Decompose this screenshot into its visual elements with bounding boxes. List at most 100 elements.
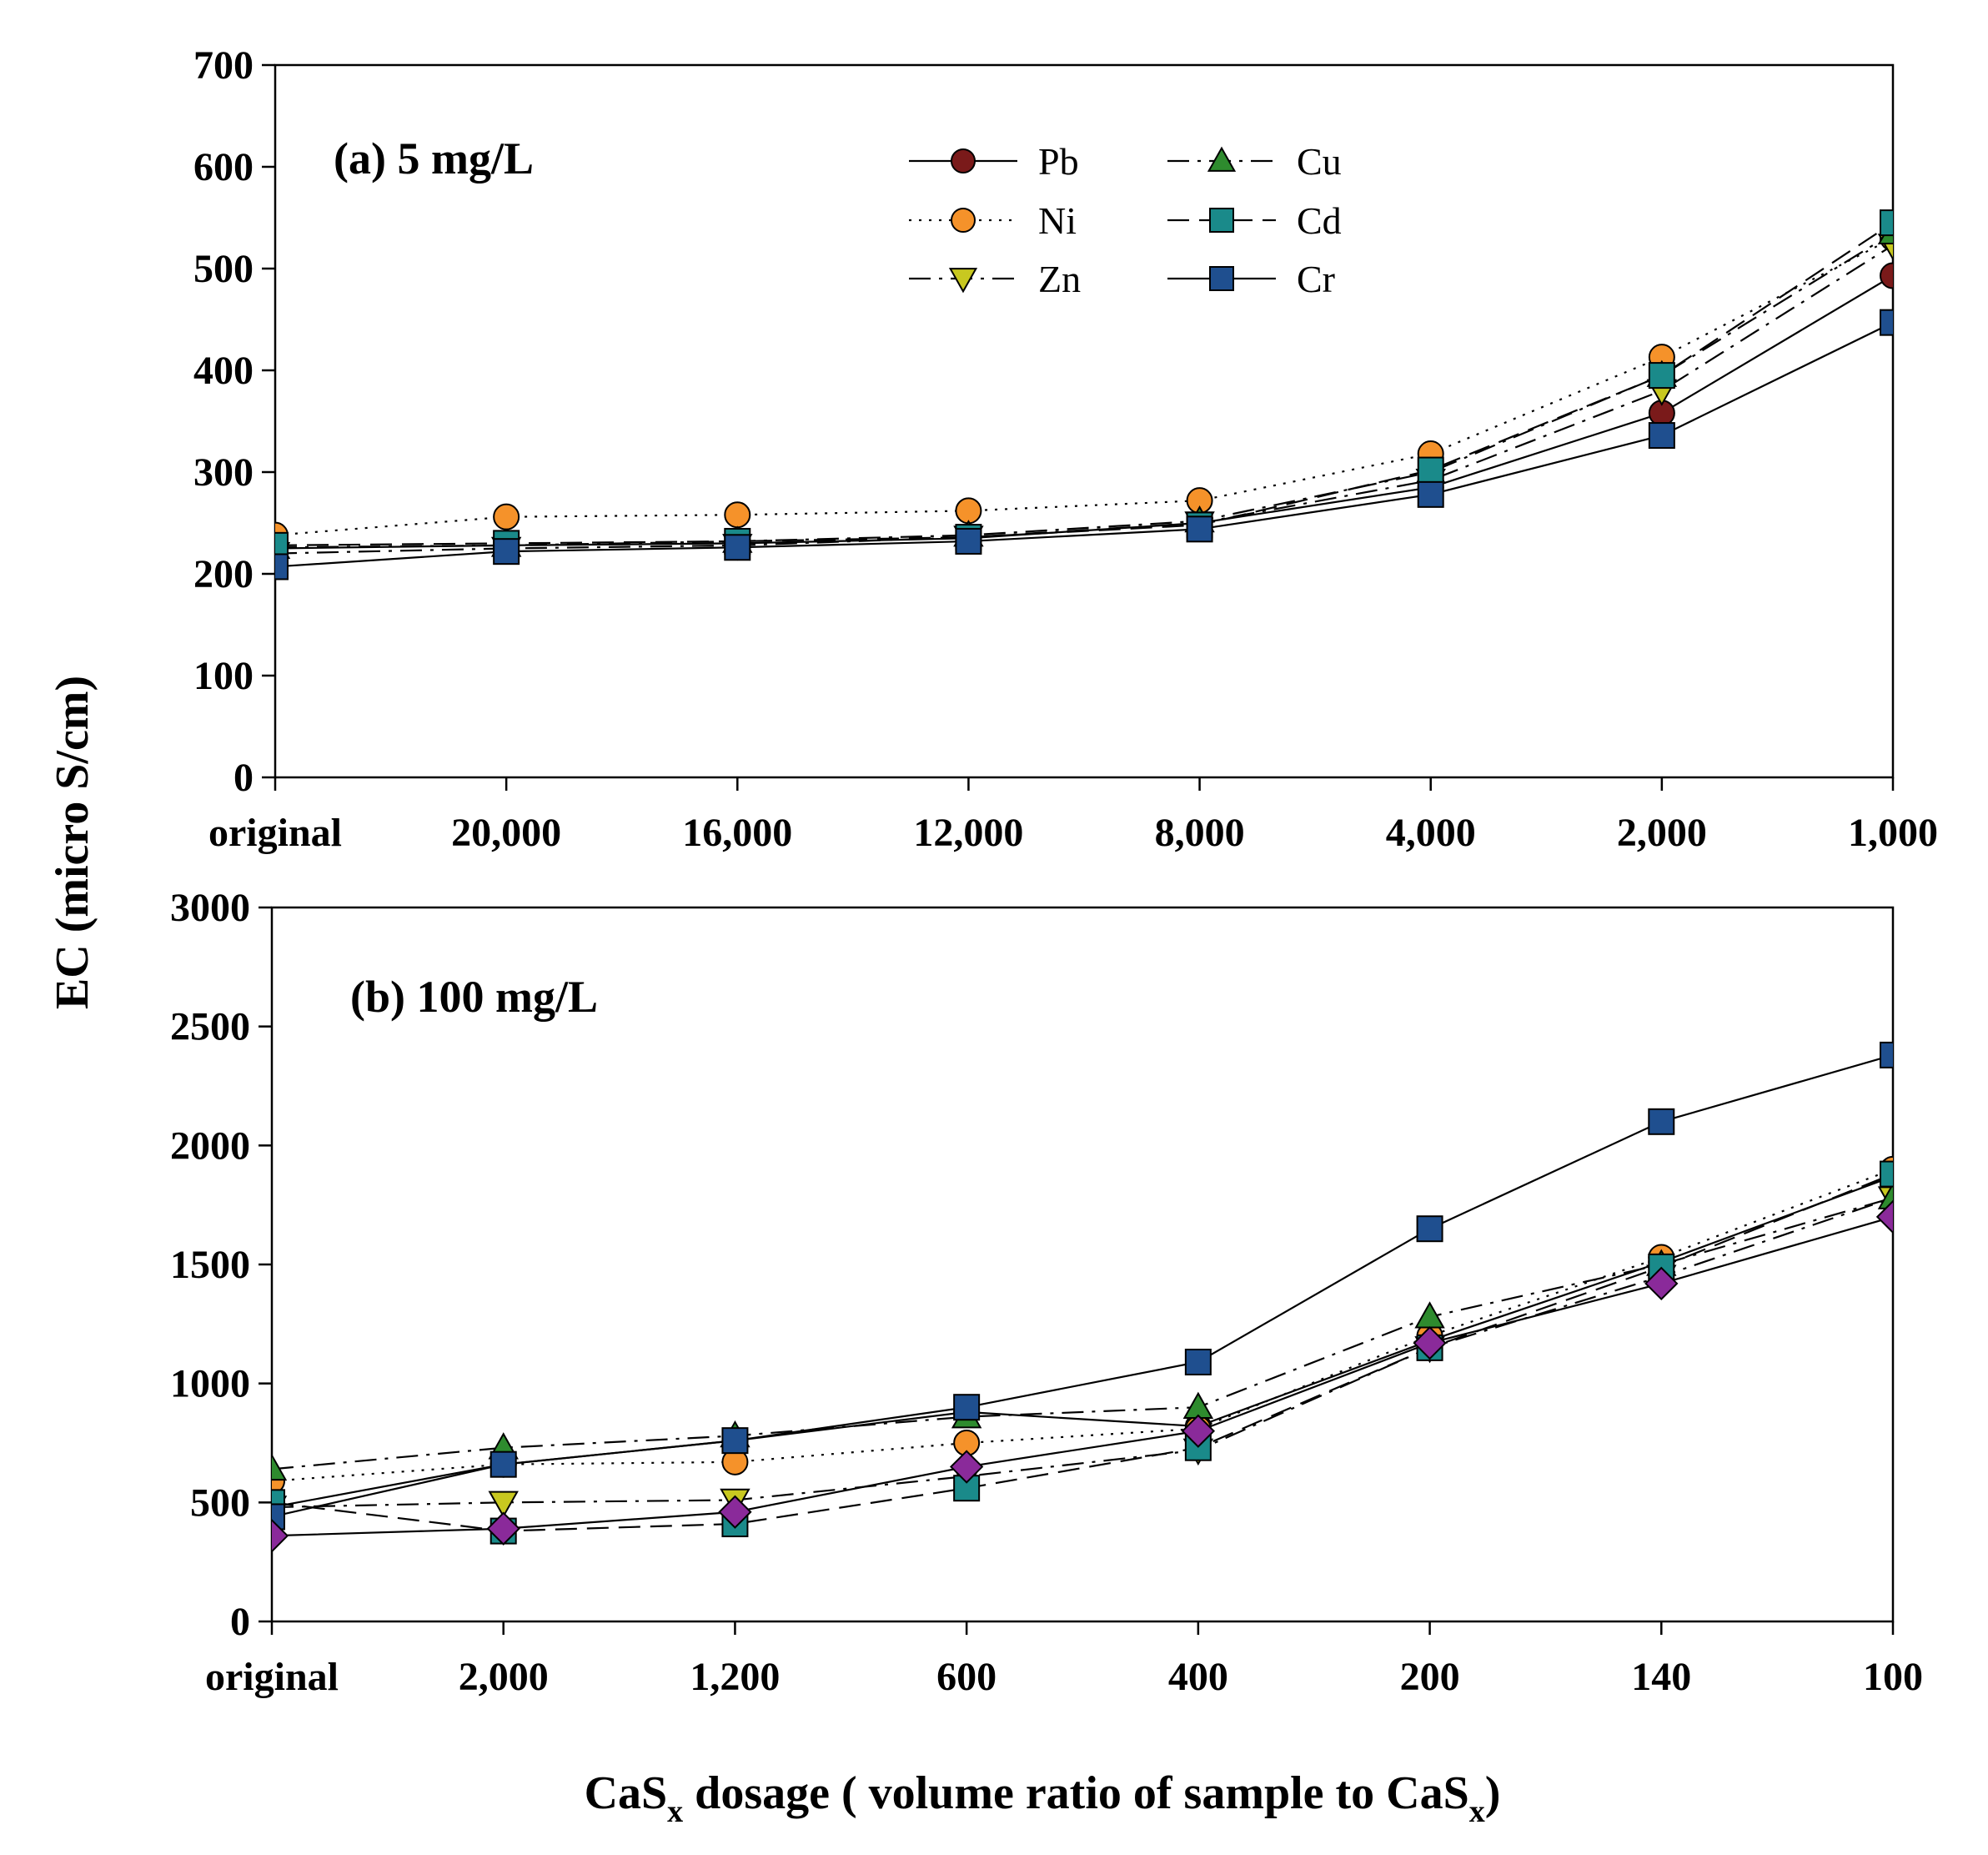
b-y-tick-label: 2500: [170, 1005, 250, 1049]
panel-b-chart: 0 500 1000 1500 2000 2500 3000 original 2,000 1,…: [170, 886, 1923, 1699]
legend-cd-label: Cd: [1297, 199, 1342, 242]
a-cr-line: [275, 321, 1893, 568]
b-x-tick-label: 140: [1631, 1655, 1691, 1699]
a-cd-point: [275, 531, 289, 559]
a-y-tick-label: 300: [193, 450, 254, 495]
b-y-tick-label: 1000: [170, 1362, 250, 1406]
b-zn-point: [488, 1491, 519, 1518]
panel-a-y-axis: 0 100 200 300 400 500 600 700: [193, 43, 275, 800]
b-series-7-point: [718, 1495, 752, 1529]
b-x-tick-label: 2,000: [459, 1655, 549, 1699]
a-pb-point: [1880, 262, 1893, 289]
x-axis-title-part-3: ): [1485, 1767, 1501, 1819]
panel-a-legend: Pb Ni Zn Cu Cd Cr: [909, 140, 1342, 300]
a-y-tick-label: 0: [233, 756, 254, 800]
a-x-tick-label: 2,000: [1617, 811, 1707, 855]
b-series-7-point: [486, 1511, 520, 1546]
a-x-tick-label: 12,000: [913, 811, 1023, 855]
panel-a-frame: [274, 63, 1895, 779]
legend-zn-marker: [948, 268, 978, 294]
b-cu-point: [272, 1453, 288, 1481]
a-x-tick-label: 4,000: [1386, 811, 1476, 855]
panel-a-series: [275, 209, 1893, 581]
b-x-tick-label: 1,200: [690, 1655, 780, 1699]
b-y-tick-label: 3000: [170, 886, 250, 930]
panel-b-y-axis: 0 500 1000 1500 2000 2500 3000: [170, 886, 272, 1644]
a-ni-point: [724, 501, 751, 529]
b-x-tick-label: 200: [1400, 1655, 1460, 1699]
a-cd-point: [1648, 362, 1675, 390]
legend-cu-label: Cu: [1297, 140, 1342, 183]
panel-b-x-axis: original 2,000 1,200 600 400 200 140 100: [205, 1621, 1923, 1699]
b-series-7-point: [1644, 1266, 1679, 1300]
b-x-tick-label: 600: [936, 1655, 997, 1699]
a-cr-point: [955, 527, 982, 555]
b-y-tick-label: 1500: [170, 1243, 250, 1287]
b-x-tick-label: 400: [1168, 1655, 1228, 1699]
a-y-tick-label: 400: [193, 349, 254, 393]
a-y-tick-label: 200: [193, 552, 254, 596]
panel-a-chart: 0 100 200 300 400 500 600 700 original 20,000 16,…: [193, 43, 1938, 855]
a-cd-point: [1880, 209, 1893, 237]
a-y-tick-label: 600: [193, 145, 254, 189]
a-cr-point: [275, 553, 289, 581]
legend-pb-marker: [951, 148, 976, 173]
legend-cd-marker: [1209, 208, 1234, 233]
b-y-tick-label: 2000: [170, 1124, 250, 1168]
panel-a-title: (a) 5 mg/L: [334, 133, 534, 183]
b-y-tick-label: 500: [190, 1480, 250, 1525]
panel-b-title: (b) 100 mg/L: [350, 972, 598, 1022]
a-y-tick-label: 500: [193, 247, 254, 291]
a-cr-point: [724, 534, 751, 561]
a-x-tick-label: 20,000: [451, 811, 561, 855]
x-axis-title-sub-1: x: [667, 1794, 683, 1829]
b-cr-point: [1184, 1348, 1212, 1375]
b-series-7-point: [1875, 1199, 1893, 1234]
b-cr-point: [1416, 1215, 1443, 1243]
b-cd-point: [1880, 1160, 1893, 1188]
a-x-tick-label: 16,000: [682, 811, 792, 855]
a-ni-line: [275, 237, 1893, 536]
a-zn-line: [275, 244, 1893, 555]
a-ni-point: [493, 503, 520, 530]
b-series-7-point: [949, 1450, 984, 1484]
b-cr-point: [721, 1427, 749, 1455]
a-cr-point: [1417, 480, 1444, 508]
a-x-tick-label: original: [208, 811, 342, 855]
x-axis-title-sub-2: x: [1469, 1794, 1485, 1829]
legend-zn-label: Zn: [1038, 258, 1081, 300]
a-cr-point: [493, 538, 520, 566]
legend-cr-marker: [1209, 266, 1234, 291]
b-cr-point: [953, 1394, 981, 1421]
legend-cu-marker: [1207, 146, 1237, 172]
b-y-tick-label: 0: [230, 1600, 250, 1644]
b-cd-line: [272, 1173, 1893, 1532]
panel-b-series: [272, 1041, 1893, 1553]
panel-a-x-axis: original 20,000 16,000 12,000 8,000 4,000 2,00…: [208, 777, 1938, 855]
a-cu-line: [275, 232, 1893, 549]
x-axis-title-part-1: CaS: [585, 1767, 668, 1819]
a-x-tick-label: 1,000: [1848, 811, 1938, 855]
b-series-7-point: [1413, 1325, 1447, 1360]
legend-cr-label: Cr: [1297, 258, 1335, 300]
a-y-tick-label: 700: [193, 43, 254, 88]
b-series-7-point: [1181, 1414, 1216, 1448]
b-cu-point: [1182, 1391, 1214, 1419]
legend-ni-marker: [951, 208, 976, 233]
b-ni-line: [272, 1168, 1893, 1482]
a-y-tick-label: 100: [193, 654, 254, 698]
b-series-7-line: [272, 1215, 1893, 1537]
b-cu-line: [272, 1197, 1893, 1470]
b-cr-line: [272, 1053, 1893, 1518]
b-cu-point: [1877, 1182, 1893, 1209]
y-axis-title: EC (micro S/cm): [47, 676, 98, 1009]
x-axis-title: CaSx dosage ( volume ratio of sample to …: [585, 1767, 1501, 1829]
b-cr-point: [1880, 1041, 1893, 1068]
b-zn-line: [272, 1197, 1893, 1509]
legend-pb-label: Pb: [1038, 140, 1079, 183]
b-cr-point: [489, 1450, 517, 1478]
a-cr-point: [1186, 515, 1213, 543]
a-cr-point: [1648, 422, 1675, 450]
a-ni-point: [955, 497, 982, 525]
